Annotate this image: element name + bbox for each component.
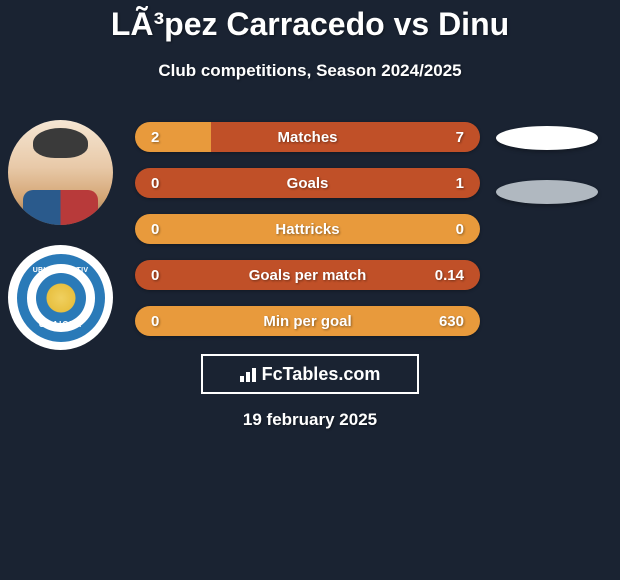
chart-bar-icon <box>246 372 250 382</box>
ellipse-column <box>496 126 598 234</box>
player-avatar <box>8 120 113 225</box>
branding-text: FcTables.com <box>262 364 381 385</box>
stat-right-value: 1 <box>456 175 464 192</box>
subtitle: Club competitions, Season 2024/2025 <box>0 61 620 81</box>
stat-label: Hattricks <box>275 221 339 238</box>
chart-bar-icon <box>240 376 244 382</box>
stat-bar-min-per-goal: 0 Min per goal 630 <box>135 306 480 336</box>
stat-bar-goals: 0 Goals 1 <box>135 168 480 198</box>
stat-left-value: 2 <box>151 129 159 146</box>
stat-bar-goals-per-match: 0 Goals per match 0.14 <box>135 260 480 290</box>
chart-icon <box>240 366 258 382</box>
stat-right-value: 0 <box>456 221 464 238</box>
stat-left-value: 0 <box>151 267 159 284</box>
page-title: LÃ³pez Carracedo vs Dinu <box>0 0 620 43</box>
badge-circle: UBUL SPORTIV CRAIOVA <box>17 254 105 342</box>
stat-left-value: 0 <box>151 313 159 330</box>
stat-label: Min per goal <box>263 313 351 330</box>
stat-label: Matches <box>277 129 337 146</box>
stat-bar-matches: 2 Matches 7 <box>135 122 480 152</box>
stat-right-value: 7 <box>456 129 464 146</box>
badge-center-icon <box>36 273 86 323</box>
date-text: 19 february 2025 <box>243 410 377 430</box>
team-badge: UBUL SPORTIV CRAIOVA <box>8 245 113 350</box>
ellipse-indicator-1 <box>496 126 598 150</box>
stat-right-value: 0.14 <box>435 267 464 284</box>
ellipse-indicator-2 <box>496 180 598 204</box>
stat-left-value: 0 <box>151 175 159 192</box>
stat-label: Goals <box>287 175 329 192</box>
stat-label: Goals per match <box>249 267 367 284</box>
stat-left-value: 0 <box>151 221 159 238</box>
badge-inner: UBUL SPORTIV CRAIOVA <box>8 245 113 350</box>
avatar-column: UBUL SPORTIV CRAIOVA <box>8 120 113 370</box>
stats-column: 2 Matches 7 0 Goals 1 0 Hattricks 0 0 Go… <box>135 122 480 352</box>
badge-text-top: UBUL SPORTIV <box>33 267 89 274</box>
comparison-card: LÃ³pez Carracedo vs Dinu Club competitio… <box>0 0 620 580</box>
badge-text-bottom: CRAIOVA <box>39 320 82 329</box>
stat-bar-hattricks: 0 Hattricks 0 <box>135 214 480 244</box>
chart-bar-icon <box>252 368 256 382</box>
branding-box[interactable]: FcTables.com <box>201 354 419 394</box>
stat-right-value: 630 <box>439 313 464 330</box>
